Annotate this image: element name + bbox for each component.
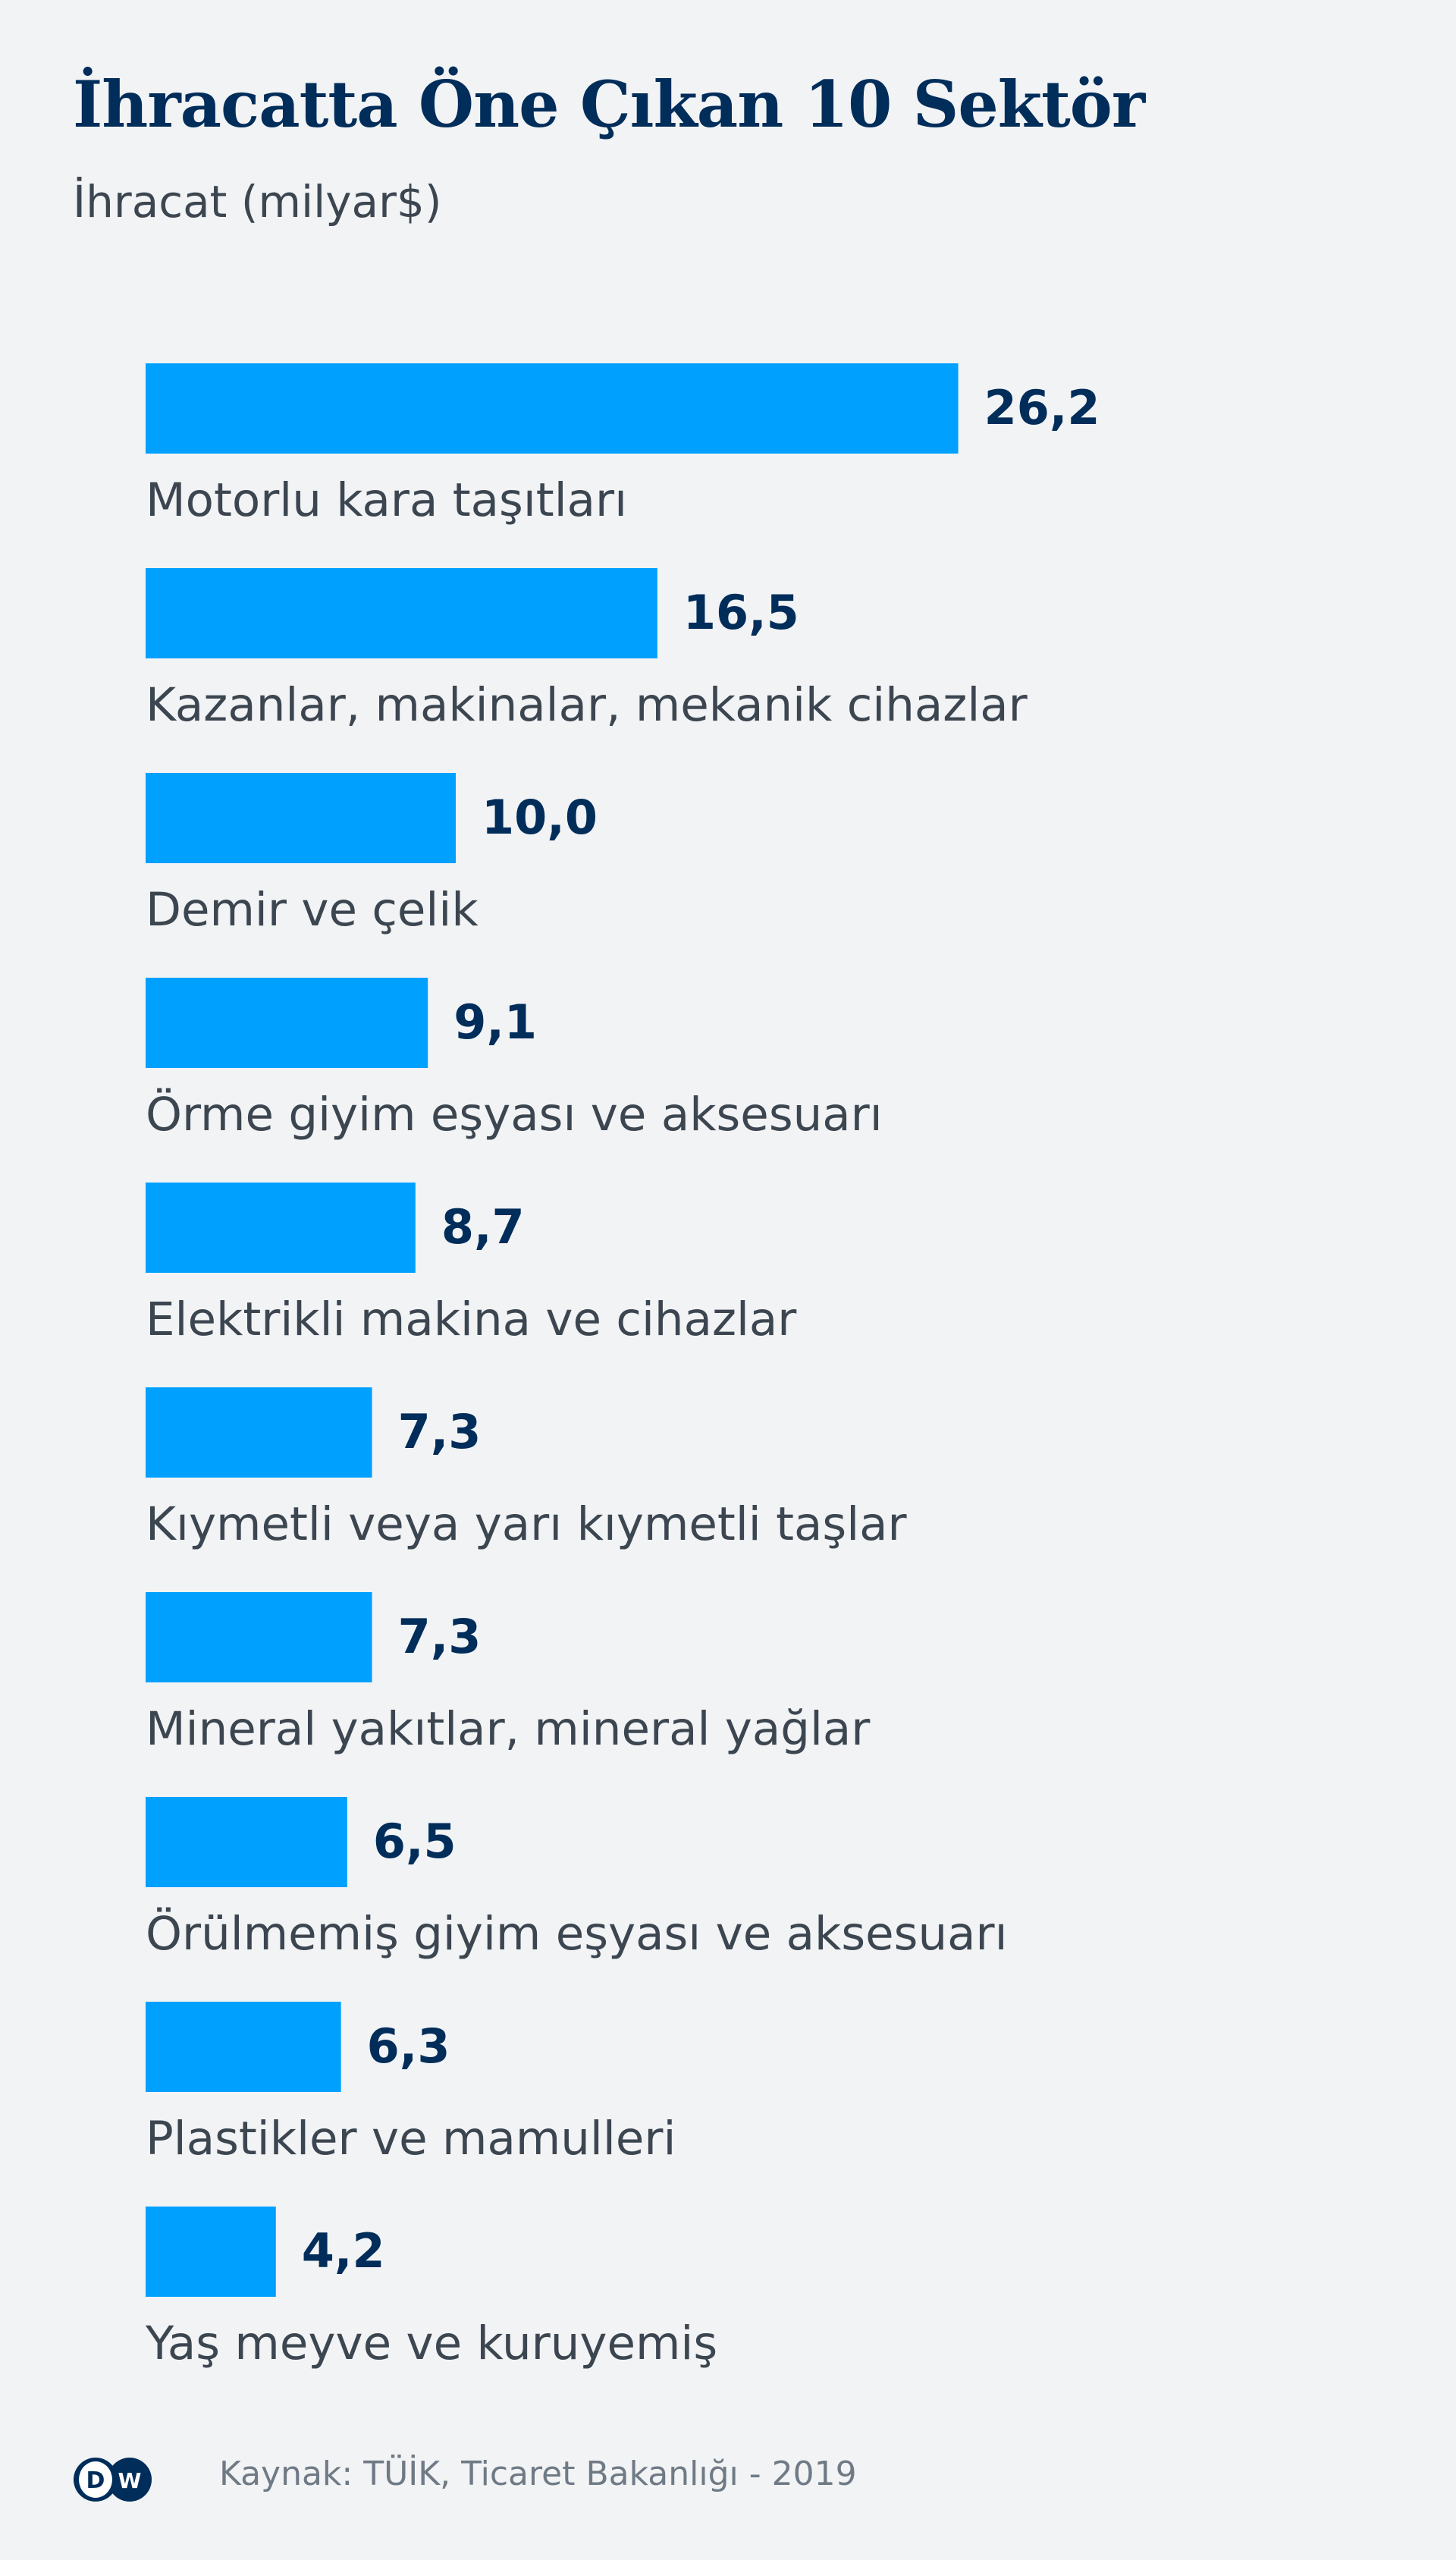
category-label: Mineral yakıtlar, mineral yağlar (146, 1702, 871, 1756)
category-label: Örme giyim eşyası ve aksesuarı (146, 1088, 883, 1142)
category-label: Motorlu kara taşıtları (146, 473, 627, 527)
source-note: Kaynak: TÜİK, Ticaret Bakanlığı - 2019 (219, 2455, 857, 2493)
category-label: Demir ve çelik (146, 883, 479, 937)
bar (146, 1797, 347, 1887)
bar (146, 568, 657, 658)
category-label: Kıymetli veya yarı kıymetli taşlar (146, 1497, 908, 1551)
bar (146, 773, 456, 863)
bar (146, 978, 428, 1068)
bar (146, 2207, 276, 2297)
category-label: Elektrikli makina ve cihazlar (146, 1293, 797, 1346)
category-label: Yaş meyve ve kuruyemiş (145, 2317, 717, 2370)
svg-text:W: W (118, 2468, 142, 2493)
bar-value-label: 4,2 (302, 2223, 385, 2279)
bar (146, 1183, 416, 1273)
bar (146, 1387, 372, 1478)
bar (146, 363, 959, 454)
bar-value-label: 7,3 (398, 1404, 482, 1459)
dw-logo: D W (74, 2458, 152, 2502)
bar (146, 2002, 341, 2092)
bar-value-label: 8,7 (441, 1199, 525, 1255)
chart-subtitle: İhracat (milyar$) (73, 176, 442, 228)
bar-value-label: 9,1 (453, 994, 537, 1050)
chart-title: İhracatta Öne Çıkan 10 Sektör (73, 67, 1145, 142)
bar-value-label: 6,3 (367, 2018, 450, 2074)
category-label: Plastikler ve mamulleri (146, 2112, 676, 2166)
bar-value-label: 16,5 (683, 585, 799, 640)
category-label: Örülmemiş giyim eşyası ve aksesuarı (146, 1907, 1008, 1961)
svg-text:D: D (86, 2467, 105, 2494)
bar-value-label: 26,2 (984, 380, 1100, 435)
bar-value-label: 7,3 (398, 1609, 482, 1664)
bar (146, 1592, 372, 1682)
category-label: Kazanlar, makinalar, mekanik cihazlar (146, 678, 1028, 732)
bar-value-label: 6,5 (373, 1814, 457, 1869)
bar-value-label: 10,0 (482, 790, 598, 845)
